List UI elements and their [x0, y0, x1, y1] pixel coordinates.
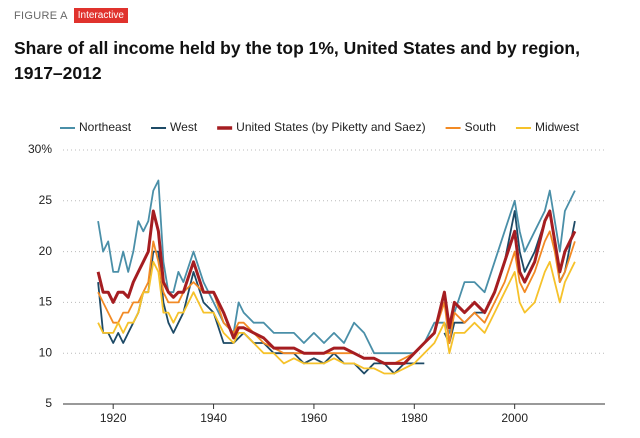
legend-label: West	[170, 120, 198, 134]
legend-label: South	[465, 120, 496, 134]
header: FIGURE A Interactive	[14, 8, 128, 23]
series-line	[97, 250, 425, 375]
chart-title: Share of all income held by the top 1%, …	[14, 38, 580, 83]
series-line	[96, 209, 577, 365]
x-tick-label: 1960	[301, 411, 328, 425]
x-tick-label: 2000	[501, 411, 528, 425]
x-tick-label: 1920	[100, 411, 127, 425]
legend-label: Northeast	[79, 120, 132, 134]
series-line	[97, 260, 576, 375]
legend-label: United States (by Piketty and Saez)	[236, 120, 425, 134]
interactive-badge[interactable]: Interactive	[73, 8, 128, 23]
figure-label: FIGURE A	[14, 9, 68, 22]
x-tick-label: 1980	[401, 411, 428, 425]
series-line	[97, 179, 576, 355]
y-tick-label: 5	[45, 396, 52, 410]
x-tick-label: 1940	[200, 411, 227, 425]
y-tick-label: 30%	[28, 142, 52, 156]
y-tick-label: 10	[39, 345, 53, 359]
legend-label: Midwest	[535, 120, 580, 134]
y-tick-label: 20	[39, 244, 53, 258]
y-tick-label: 25	[39, 193, 53, 207]
y-tick-label: 15	[39, 295, 53, 309]
